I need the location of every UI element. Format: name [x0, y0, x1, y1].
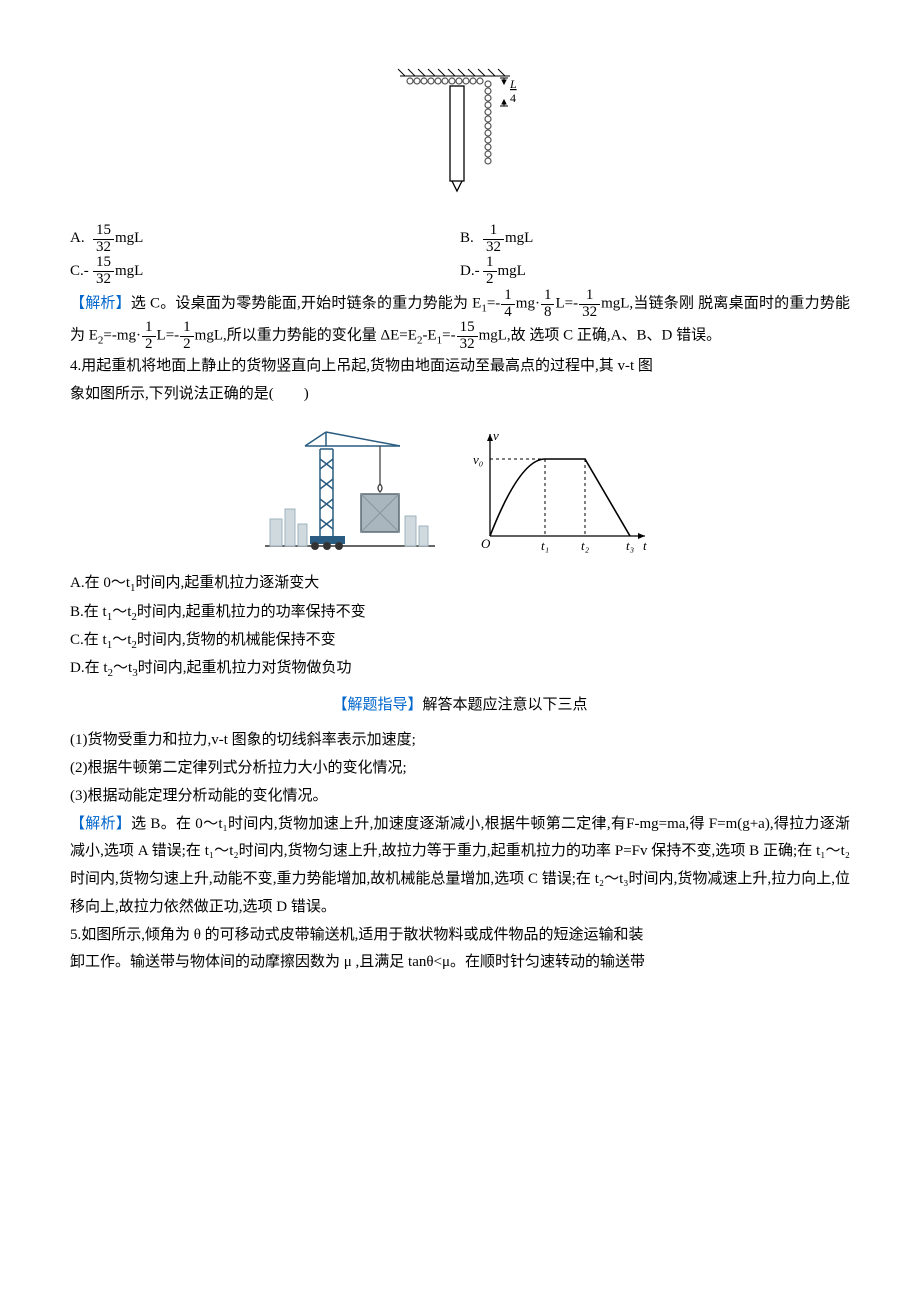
opt-b-label: B. [460, 225, 482, 253]
q4-hint3: (3)根据动能定理分析动能的变化情况。 [70, 783, 850, 811]
q4-stem: 4.用起重机将地面上静止的货物竖直向上吊起,货物由地面运动至最高点的过程中,其 … [70, 353, 850, 409]
t-axis-label: t [643, 538, 647, 553]
q4-expl-tag: 【解析】 [70, 816, 131, 832]
crane-svg [265, 424, 435, 554]
q4-hint-title: 【解题指导】解答本题应注意以下三点 [70, 692, 850, 720]
opt-b-tail: mgL [505, 225, 533, 253]
opt-c-tail: mgL [115, 258, 143, 286]
q5-line1: 5.如图所示,倾角为 θ 的可移动式皮带输送机,适用于散状物料或成件物品的短途运… [70, 922, 850, 950]
q4-hint2: (2)根据牛顿第二定律列式分析拉力大小的变化情况; [70, 755, 850, 783]
q4-hint-tag: 【解题指导】 [332, 697, 422, 713]
t1-label: t₁ [541, 538, 549, 553]
chain-svg: L 4 [360, 56, 560, 196]
q4-option-a: A.在 0～t1时间内,起重机拉力逐渐变大 [70, 570, 850, 598]
chain-figure: L 4 [70, 56, 850, 207]
opt-d-frac: 1 2 [483, 255, 497, 288]
q3-option-a: A. 15 32 mgL [70, 223, 460, 256]
origin-label: O [481, 536, 491, 551]
chain-4-label: 4 [510, 91, 516, 105]
q4-figure: v v₀ O t₁ t₂ t₃ t [70, 424, 850, 554]
vt-graph-svg: v v₀ O t₁ t₂ t₃ t [465, 424, 655, 554]
q3-explanation: 【解析】选 C。设桌面为零势能面,开始时链条的重力势能为 E1=-14mg·18… [70, 288, 850, 353]
opt-b-frac: 1 32 [483, 223, 504, 256]
opt-a-tail: mgL [115, 225, 143, 253]
q3-option-b: B. 1 32 mgL [460, 223, 850, 256]
q4-hint1: (1)货物受重力和拉力,v-t 图象的切线斜率表示加速度; [70, 727, 850, 755]
opt-d-tail: mgL [498, 258, 526, 286]
opt-d-label: D.- [460, 258, 482, 286]
opt-a-label: A. [70, 225, 92, 253]
q3-expl-tag: 【解析】 [70, 295, 131, 311]
q4-option-d: D.在 t2～t3时间内,起重机拉力对货物做负功 [70, 655, 850, 683]
q3-option-c: C.- 15 32 mgL [70, 255, 460, 288]
q4-explanation: 【解析】选 B。在 0～t₁时间内,货物加速上升,加速度逐渐减小,根据牛顿第二定… [70, 811, 850, 922]
opt-a-frac: 15 32 [93, 223, 114, 256]
q4-option-b: B.在 t1～t2时间内,起重机拉力的功率保持不变 [70, 599, 850, 627]
v-axis-label: v [493, 428, 499, 443]
q3-options-row1: A. 15 32 mgL B. 1 32 mgL [70, 223, 850, 256]
opt-c-label: C.- [70, 258, 92, 286]
chain-L-label: L [509, 77, 517, 91]
v0-label: v₀ [473, 452, 483, 467]
opt-c-frac: 15 32 [93, 255, 114, 288]
q3-options-row2: C.- 15 32 mgL D.- 1 2 mgL [70, 255, 850, 288]
t2-label: t₂ [581, 538, 590, 553]
q3-option-d: D.- 1 2 mgL [460, 255, 850, 288]
t3-label: t₃ [626, 538, 634, 553]
q5-line2: 卸工作。输送带与物体间的动摩擦因数为 μ ,且满足 tanθ<μ。在顺时针匀速转… [70, 949, 850, 977]
q4-option-c: C.在 t1～t2时间内,货物的机械能保持不变 [70, 627, 850, 655]
